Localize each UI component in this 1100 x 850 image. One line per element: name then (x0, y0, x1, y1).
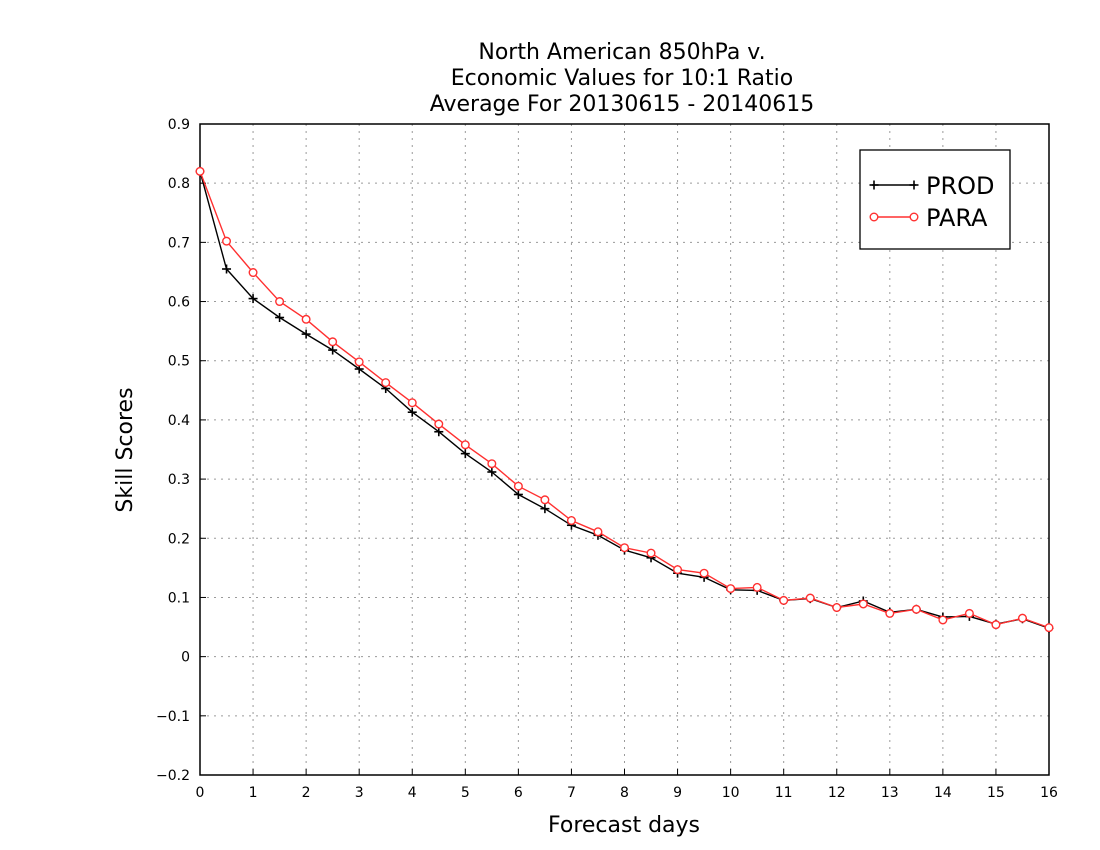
data-point-para (381, 378, 391, 388)
data-point-prod (487, 467, 497, 477)
data-point-para (566, 516, 576, 526)
data-point-para (593, 527, 603, 537)
x-tick-label: 2 (302, 785, 311, 801)
y-tick-label: 0.9 (168, 117, 190, 133)
x-tick-label: 16 (1040, 785, 1058, 801)
y-tick-label: 0 (181, 650, 190, 666)
data-point-para (275, 297, 285, 307)
data-point-para (620, 543, 630, 553)
y-axis: −0.2 −0.1 0 0.1 0.2 0.3 0.4 0.5 0.6 0.7 0.8 0.9 (156, 117, 206, 784)
x-tick-label: 10 (722, 785, 740, 801)
x-tick-label: 7 (567, 785, 576, 801)
legend-marker (869, 212, 879, 222)
data-point-para (752, 582, 762, 592)
x-tick-label: 14 (934, 785, 952, 801)
legend-item-para: PARA (869, 204, 988, 232)
data-point-prod (434, 427, 444, 437)
data-point-para (460, 440, 470, 450)
y-tick-label: −0.2 (156, 768, 190, 784)
data-point-para (832, 603, 842, 613)
y-tick-label: 0.8 (168, 176, 190, 192)
x-tick-label: 3 (355, 785, 364, 801)
data-point-para (513, 481, 523, 491)
data-point-para (726, 584, 736, 594)
y-tick-label: 0.7 (168, 235, 190, 251)
legend-item-prod: PROD (869, 172, 995, 200)
x-tick-label: 4 (408, 785, 417, 801)
data-point-para (991, 620, 1001, 630)
x-tick-label: 1 (249, 785, 258, 801)
data-point-para (195, 166, 205, 176)
data-point-para (699, 568, 709, 578)
legend: PROD PARA (859, 149, 1011, 250)
data-point-para (779, 595, 789, 605)
y-tick-label: 0.5 (168, 354, 190, 370)
data-point-para (885, 608, 895, 618)
data-point-prod (540, 504, 550, 514)
x-tick-label: 12 (828, 785, 846, 801)
x-tick-label: 6 (514, 785, 523, 801)
y-tick-label: 0.1 (168, 590, 190, 606)
data-point-para (964, 608, 974, 618)
grid (200, 124, 1049, 775)
data-point-para (938, 615, 948, 625)
data-point-para (354, 357, 364, 367)
legend-label: PROD (926, 172, 995, 200)
data-point-prod (328, 345, 338, 355)
data-point-para (911, 604, 921, 614)
data-point-para (328, 337, 338, 347)
data-point-prod (275, 313, 285, 323)
y-tick-label: −0.1 (156, 709, 190, 725)
y-tick-label: 0.4 (168, 413, 190, 429)
y-tick-label: 0.2 (168, 531, 190, 547)
x-tick-label: 13 (881, 785, 899, 801)
data-point-para (805, 593, 815, 603)
title-line: Economic Values for 10:1 Ratio (451, 66, 793, 91)
data-point-prod (248, 294, 258, 304)
data-point-para (673, 565, 683, 575)
x-axis: 0 1 2 3 4 5 6 7 8 9 10 11 12 13 14 15 16 (196, 769, 1058, 801)
x-tick-label: 11 (775, 785, 793, 801)
y-axis-title: Skill Scores (113, 387, 138, 512)
series-para (195, 166, 1054, 633)
data-point-para (434, 419, 444, 429)
x-tick-label: 0 (196, 785, 205, 801)
legend-label: PARA (926, 204, 988, 232)
y-tick-label: 0.3 (168, 472, 190, 488)
data-point-prod (407, 407, 417, 417)
title-line: North American 850hPa v. (478, 40, 765, 65)
legend-marker (909, 212, 919, 222)
data-point-para (407, 398, 417, 408)
data-point-para (1044, 623, 1054, 633)
title-line: Average For 20130615 - 20140615 (430, 92, 815, 117)
x-tick-label: 9 (673, 785, 682, 801)
data-point-para (858, 599, 868, 609)
y-tick-label: 0.6 (168, 295, 190, 311)
x-axis-title: Forecast days (548, 813, 700, 838)
series (195, 166, 1054, 633)
x-tick-label: 5 (461, 785, 470, 801)
data-point-prod (301, 329, 311, 339)
data-point-para (1017, 613, 1027, 623)
legend-box (859, 149, 1011, 250)
data-point-para (540, 495, 550, 505)
data-point-prod (460, 449, 470, 459)
data-point-para (222, 236, 232, 246)
data-point-para (646, 548, 656, 558)
x-tick-label: 15 (987, 785, 1005, 801)
x-tick-label: 8 (620, 785, 629, 801)
data-point-prod (513, 489, 523, 499)
data-point-para (248, 268, 258, 278)
data-point-prod (222, 264, 232, 274)
chart-title: North American 850hPa v.Economic Values … (430, 40, 815, 117)
data-point-para (487, 459, 497, 469)
data-point-para (301, 314, 311, 324)
